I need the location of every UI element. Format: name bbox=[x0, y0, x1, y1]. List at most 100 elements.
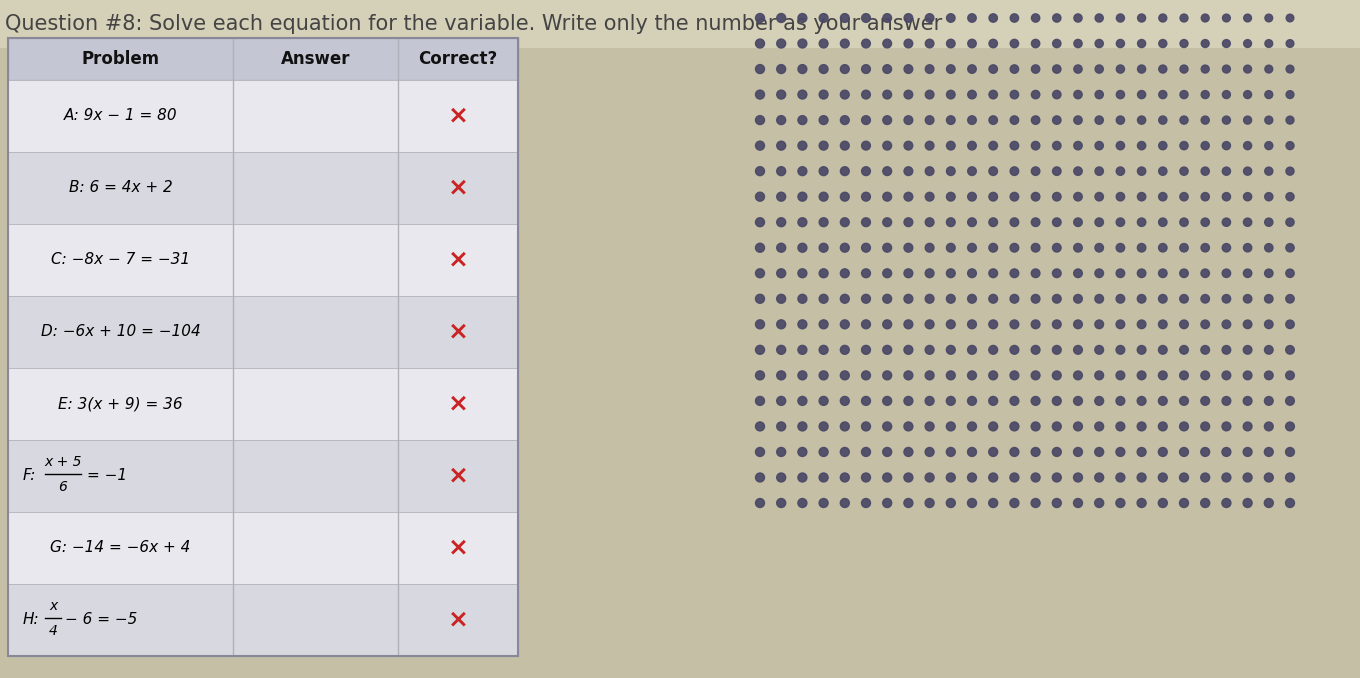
Circle shape bbox=[1095, 142, 1103, 150]
Circle shape bbox=[756, 141, 764, 150]
Circle shape bbox=[777, 320, 786, 329]
Circle shape bbox=[1223, 269, 1231, 277]
Text: A: 9x − 1 = 80: A: 9x − 1 = 80 bbox=[64, 108, 177, 123]
Circle shape bbox=[1243, 320, 1251, 329]
Circle shape bbox=[1074, 142, 1083, 150]
Circle shape bbox=[840, 397, 849, 405]
Circle shape bbox=[883, 193, 892, 201]
Circle shape bbox=[1159, 65, 1167, 73]
Circle shape bbox=[756, 371, 764, 380]
Circle shape bbox=[947, 141, 955, 150]
Circle shape bbox=[968, 65, 976, 73]
Circle shape bbox=[1243, 447, 1253, 456]
Circle shape bbox=[1095, 447, 1104, 456]
Circle shape bbox=[1201, 243, 1209, 252]
Circle shape bbox=[756, 268, 764, 278]
Circle shape bbox=[1180, 167, 1189, 176]
Bar bbox=[8, 512, 518, 584]
Circle shape bbox=[1243, 422, 1253, 431]
Circle shape bbox=[1137, 422, 1146, 431]
Circle shape bbox=[925, 167, 934, 176]
Circle shape bbox=[1159, 346, 1167, 354]
Bar bbox=[8, 224, 518, 296]
Circle shape bbox=[798, 498, 806, 508]
Circle shape bbox=[883, 243, 892, 252]
Circle shape bbox=[989, 14, 997, 22]
Circle shape bbox=[798, 116, 806, 125]
Circle shape bbox=[1074, 39, 1083, 47]
Circle shape bbox=[1031, 397, 1040, 405]
Circle shape bbox=[925, 218, 934, 226]
Circle shape bbox=[904, 39, 913, 48]
Circle shape bbox=[1179, 447, 1189, 456]
Circle shape bbox=[861, 345, 870, 355]
Circle shape bbox=[1053, 294, 1061, 303]
Circle shape bbox=[862, 193, 870, 201]
Circle shape bbox=[1053, 14, 1061, 22]
Circle shape bbox=[777, 64, 786, 73]
Text: ×: × bbox=[447, 104, 468, 128]
Text: G: −14 = −6x + 4: G: −14 = −6x + 4 bbox=[50, 540, 190, 555]
Circle shape bbox=[947, 397, 955, 405]
Circle shape bbox=[1053, 422, 1061, 431]
Circle shape bbox=[1031, 90, 1040, 99]
Circle shape bbox=[947, 218, 955, 226]
Circle shape bbox=[1031, 65, 1040, 73]
Circle shape bbox=[1180, 91, 1189, 98]
Circle shape bbox=[798, 243, 806, 252]
Circle shape bbox=[1095, 243, 1103, 252]
Text: H:: H: bbox=[23, 612, 39, 628]
Circle shape bbox=[1159, 447, 1167, 456]
Circle shape bbox=[1265, 193, 1273, 201]
Circle shape bbox=[840, 193, 849, 201]
Circle shape bbox=[1010, 447, 1019, 456]
Circle shape bbox=[1031, 422, 1040, 431]
Circle shape bbox=[904, 371, 913, 380]
Circle shape bbox=[925, 141, 934, 150]
Circle shape bbox=[798, 167, 806, 176]
Circle shape bbox=[904, 243, 913, 252]
Circle shape bbox=[1223, 294, 1231, 303]
Circle shape bbox=[968, 141, 976, 150]
Circle shape bbox=[1265, 91, 1273, 98]
Circle shape bbox=[947, 422, 955, 431]
Circle shape bbox=[861, 498, 870, 508]
Circle shape bbox=[1243, 473, 1253, 482]
Circle shape bbox=[1243, 243, 1251, 252]
Circle shape bbox=[777, 141, 786, 150]
Circle shape bbox=[925, 422, 934, 431]
Circle shape bbox=[798, 39, 806, 48]
Text: 4: 4 bbox=[49, 624, 57, 638]
Circle shape bbox=[883, 397, 892, 405]
Circle shape bbox=[883, 371, 892, 380]
Circle shape bbox=[1053, 346, 1061, 354]
Circle shape bbox=[1285, 243, 1295, 252]
Circle shape bbox=[1265, 116, 1273, 124]
Circle shape bbox=[1137, 218, 1146, 226]
Circle shape bbox=[819, 320, 828, 329]
Circle shape bbox=[1137, 116, 1145, 124]
Circle shape bbox=[925, 320, 934, 329]
Text: ×: × bbox=[447, 392, 468, 416]
Circle shape bbox=[840, 345, 849, 355]
Circle shape bbox=[904, 116, 913, 125]
Circle shape bbox=[904, 498, 913, 508]
Circle shape bbox=[756, 167, 764, 176]
Circle shape bbox=[925, 193, 934, 201]
Circle shape bbox=[1223, 116, 1231, 124]
Circle shape bbox=[862, 14, 870, 22]
Circle shape bbox=[904, 447, 913, 456]
Circle shape bbox=[1180, 14, 1189, 22]
Circle shape bbox=[777, 498, 786, 508]
Circle shape bbox=[1053, 65, 1061, 73]
Circle shape bbox=[1285, 498, 1295, 508]
Circle shape bbox=[861, 320, 870, 329]
Circle shape bbox=[862, 243, 870, 252]
Circle shape bbox=[925, 498, 934, 508]
Text: ×: × bbox=[447, 536, 468, 560]
Circle shape bbox=[1221, 498, 1231, 508]
Circle shape bbox=[967, 397, 976, 405]
Circle shape bbox=[925, 90, 934, 99]
Circle shape bbox=[756, 473, 764, 482]
Circle shape bbox=[1095, 346, 1103, 354]
